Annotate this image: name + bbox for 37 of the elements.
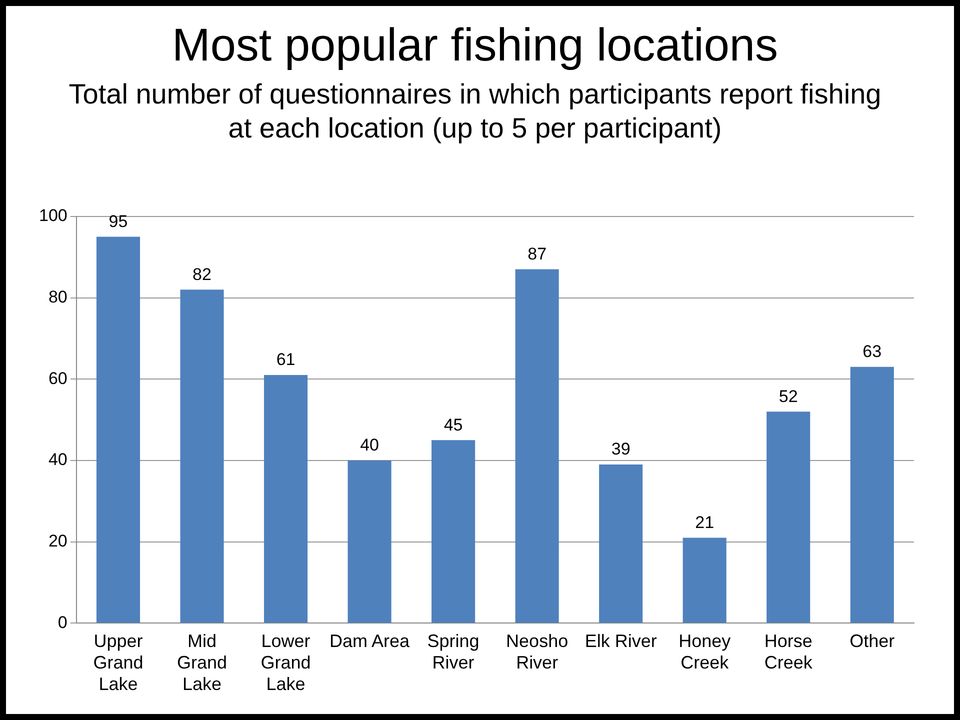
bar [599, 464, 643, 623]
data-label: 87 [528, 244, 547, 264]
x-tick-label: Spring River [427, 630, 480, 673]
data-label: 21 [695, 512, 714, 532]
bar [264, 375, 308, 623]
x-tick-label: Other [850, 630, 895, 651]
chart-title: Most popular fishing locations [172, 18, 778, 70]
bar [180, 290, 224, 623]
y-tick-label: 60 [48, 368, 68, 388]
x-tick-label: Elk River [584, 630, 657, 651]
x-tick-label: Upper Grand Lake [93, 630, 144, 694]
x-tick-label: Dam Area [330, 630, 411, 651]
data-label: 63 [862, 342, 882, 362]
y-tick-label: 40 [48, 450, 68, 470]
data-label: 61 [276, 350, 296, 370]
y-tick-label: 0 [58, 612, 68, 632]
bar [682, 538, 726, 623]
bar [96, 236, 140, 623]
bar [348, 460, 392, 623]
x-tick-label: Honey Creek [678, 630, 731, 673]
x-tick-label: Lower Grand Lake [260, 630, 311, 694]
x-tick-label: Mid Grand Lake [176, 630, 228, 694]
bar [850, 366, 894, 623]
bar [766, 412, 810, 623]
x-tick-label: Horse Creek [764, 630, 814, 673]
data-label: 39 [611, 440, 630, 459]
data-label: 52 [778, 386, 798, 406]
y-tick-label: 80 [48, 287, 68, 306]
y-tick-label: 20 [48, 532, 68, 551]
bar [432, 440, 476, 623]
data-label: 45 [444, 415, 463, 434]
x-tick-label: Neosho River [506, 630, 568, 673]
bar [515, 269, 559, 623]
data-label: 82 [192, 264, 212, 284]
data-label: 95 [108, 212, 128, 231]
data-label: 40 [360, 436, 379, 455]
y-tick-label: 100 [38, 206, 68, 226]
